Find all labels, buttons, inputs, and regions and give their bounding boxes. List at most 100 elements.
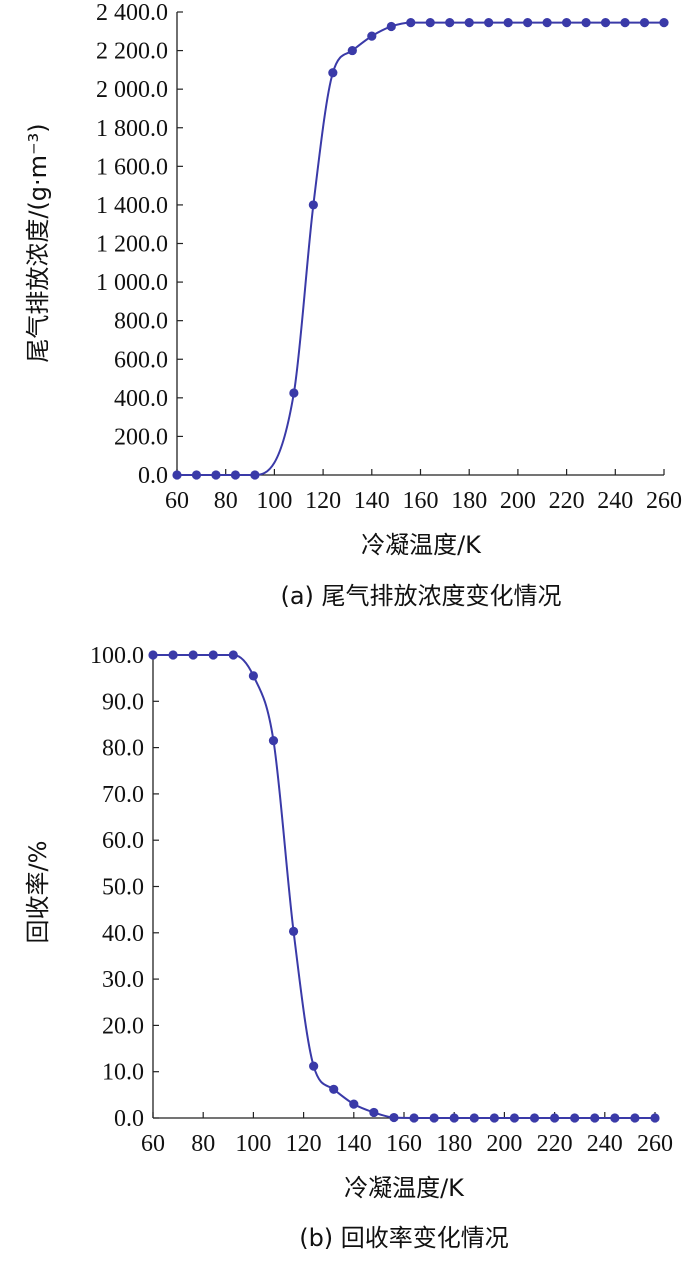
chart-a-x-tick-label: 100 [256, 488, 292, 514]
chart-b-data-point [630, 1113, 640, 1123]
chart-a-y-tick-label: 600.0 [114, 347, 168, 373]
chart-a-data-point [464, 18, 474, 28]
chart-b-data-point [309, 1061, 319, 1071]
chart-b: 0.0 10.0 20.0 30.0 40.0 50.0 60.0 70.0 80.0 90.0 1… [24, 643, 673, 1252]
chart-a-y-tick-label: 2 000.0 [96, 77, 168, 103]
chart-a-x-tick-label: 60 [165, 488, 189, 514]
chart-b-x-tick-label: 200 [486, 1131, 522, 1157]
chart-b-x-tick-label: 160 [386, 1131, 422, 1157]
chart-a: 0.0 200.0 400.0 600.0 800.0 1 000.0 1 200.0 1 4… [24, 0, 682, 610]
chart-a-x-tick-label: 140 [354, 488, 390, 514]
chart-a-data-point [542, 18, 552, 28]
chart-a-y-tick-label: 1 200.0 [96, 232, 168, 258]
chart-a-data-point [211, 470, 221, 480]
chart-a-data-point [328, 68, 338, 78]
chart-b-data-point [650, 1113, 660, 1123]
chart-b-y-tick-label: 70.0 [102, 782, 144, 808]
chart-b-data-point [288, 926, 299, 937]
chart-b-y-tick-label: 60.0 [102, 828, 144, 854]
chart-b-y-tick-label: 40.0 [102, 921, 144, 947]
chart-b-x-tick-label: 100 [235, 1131, 271, 1157]
chart-a-y-tick-label: 800.0 [114, 309, 168, 335]
chart-a-data-point [523, 18, 533, 28]
chart-b-y-tick-label: 20.0 [102, 1013, 144, 1039]
chart-a-x-tick-label: 180 [451, 488, 487, 514]
chart-a-data-point [386, 21, 396, 32]
chart-b-x-tick-label: 80 [191, 1131, 215, 1157]
chart-b-x-tick-label: 180 [436, 1131, 472, 1157]
chart-b-ticks: 0.0 10.0 20.0 30.0 40.0 50.0 60.0 70.0 80.0 90.0 1… [90, 643, 673, 1157]
chart-b-data-point [429, 1113, 439, 1123]
chart-b-y-tick-label: 30.0 [102, 967, 144, 993]
chart-a-x-tick-label: 120 [305, 488, 341, 514]
chart-a-x-tick-label: 200 [500, 488, 536, 514]
chart-b-data-point [610, 1113, 620, 1123]
chart-a-y-tick-label: 1 400.0 [96, 193, 168, 219]
chart-a-y-tick-label: 200.0 [114, 424, 168, 450]
chart-a-x-tick-label: 260 [646, 488, 682, 514]
chart-a-data-point [445, 18, 455, 28]
chart-b-y-tick-label: 90.0 [102, 689, 144, 715]
chart-a-x-tick-label: 220 [549, 488, 585, 514]
chart-a-data-point [562, 18, 572, 28]
chart-b-data-point [550, 1113, 560, 1123]
chart-b-y-tick-label: 0.0 [114, 1106, 144, 1132]
chart-b-data-point [469, 1113, 479, 1123]
chart-b-data-point [409, 1113, 419, 1123]
chart-a-data-point [367, 31, 377, 41]
chart-b-data-point [369, 1107, 379, 1118]
chart-b-data-point [329, 1084, 339, 1094]
chart-b-x-axis-title: 冷凝温度/K [344, 1174, 465, 1202]
chart-a-x-tick-label: 160 [403, 488, 439, 514]
chart-b-y-tick-label: 10.0 [102, 1060, 144, 1086]
chart-a-x-tick-label: 240 [597, 488, 633, 514]
chart-b-y-tick-label: 100.0 [90, 643, 144, 669]
chart-b-data-point [268, 736, 279, 746]
chart-b-data-point [228, 650, 238, 660]
chart-a-y-tick-label: 400.0 [114, 386, 168, 412]
chart-a-data-point [172, 470, 182, 480]
chart-b-data-point [389, 1112, 399, 1123]
chart-a-data-point [600, 18, 611, 28]
chart-a-data-point [347, 45, 357, 56]
chart-b-data-point [590, 1113, 600, 1123]
chart-a-caption: (a) 尾气排放浓度变化情况 [280, 582, 561, 610]
chart-b-y-axis-title: 回收率/% [24, 841, 52, 944]
chart-a-data-point [581, 18, 591, 28]
chart-a-data-point [191, 470, 202, 480]
chart-a-data-point [308, 200, 318, 210]
chart-a-data-point [620, 18, 630, 28]
chart-b-data-point [449, 1113, 459, 1123]
chart-b-x-tick-label: 140 [336, 1131, 372, 1157]
chart-a-ticks: 0.0 200.0 400.0 600.0 800.0 1 000.0 1 200.0 1 4… [96, 0, 682, 514]
chart-b-data-point [168, 650, 178, 660]
chart-a-x-tick-label: 80 [214, 488, 238, 514]
chart-a-data-point [484, 18, 494, 28]
chart-a-series-line [176, 21, 664, 476]
chart-a-y-tick-label: 1 600.0 [96, 154, 168, 180]
chart-a-y-axis-title: 尾气排放浓度/(g·m⁻³) [24, 123, 52, 362]
chart-b-x-tick-label: 220 [537, 1131, 573, 1157]
chart-b-data-point [248, 671, 258, 681]
chart-a-data-point [659, 18, 669, 28]
chart-b-y-tick-label: 80.0 [102, 736, 144, 762]
chart-b-data-point [570, 1113, 580, 1123]
chart-a-y-tick-label: 2 200.0 [96, 39, 168, 65]
chart-a-data-point [250, 470, 260, 480]
chart-a-data-point [639, 18, 650, 28]
chart-a-y-tick-label: 0.0 [138, 463, 168, 489]
chart-b-data-point [208, 650, 218, 660]
chart-b-data-point [188, 650, 198, 660]
chart-a-points [172, 18, 669, 480]
chart-b-data-point [529, 1113, 540, 1123]
chart-a-data-point [289, 388, 299, 398]
chart-b-x-tick-label: 260 [637, 1131, 673, 1157]
chart-a-y-tick-label: 2 400.0 [96, 0, 168, 26]
chart-b-data-point [148, 650, 158, 660]
chart-a-data-point [406, 18, 416, 28]
chart-b-data-point [489, 1113, 499, 1123]
chart-b-caption: (b) 回收率变化情况 [299, 1224, 509, 1252]
chart-a-data-point [230, 470, 241, 480]
chart-a-data-point [503, 18, 513, 28]
